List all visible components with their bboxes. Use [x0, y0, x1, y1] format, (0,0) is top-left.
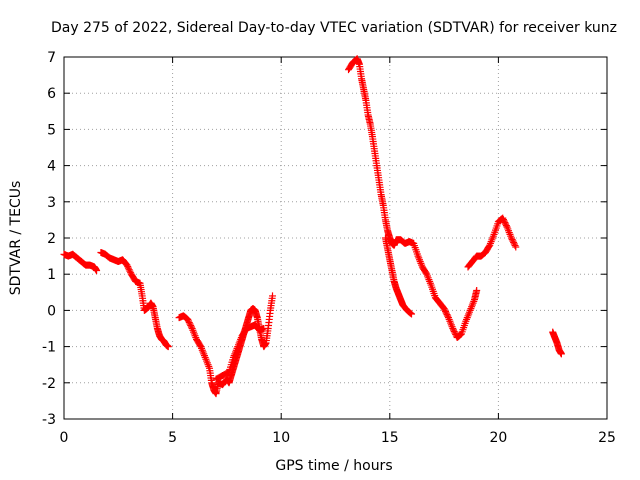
data-point — [509, 237, 517, 245]
data-point — [422, 269, 430, 277]
x-axis-label: GPS time / hours — [275, 458, 392, 474]
x-tick-label: 5 — [168, 430, 177, 446]
y-tick-label: 5 — [47, 122, 56, 138]
data-point — [444, 312, 452, 320]
y-tick-label: 7 — [47, 50, 56, 66]
data-point — [500, 217, 508, 225]
data-point — [449, 325, 457, 332]
data-point — [511, 242, 519, 250]
y-tick-label: 3 — [47, 195, 56, 211]
x-tick-label: 15 — [381, 430, 399, 446]
y-tick-label: -1 — [42, 340, 56, 356]
x-tick-label: 20 — [489, 430, 507, 446]
data-point — [187, 323, 195, 331]
data-point — [164, 343, 172, 351]
data-point — [185, 318, 193, 326]
y-tick-label: 4 — [47, 159, 56, 175]
x-tick-label: 25 — [598, 430, 616, 446]
data-point — [187, 321, 195, 329]
data-point — [473, 286, 481, 294]
data-point — [269, 292, 277, 300]
chart-title: Day 275 of 2022, Sidereal Day-to-day VTE… — [51, 20, 617, 36]
y-tick-label: 2 — [47, 231, 56, 247]
grid-lines — [64, 57, 607, 419]
x-tick-label: 10 — [272, 430, 290, 446]
data-point — [502, 222, 510, 230]
x-tick-label: 0 — [60, 430, 69, 446]
data-point — [406, 309, 414, 317]
data-point — [125, 266, 133, 274]
data-point — [499, 214, 507, 222]
data-point — [186, 320, 194, 328]
data-point — [440, 305, 448, 313]
data-point — [507, 234, 515, 242]
data-point — [126, 267, 134, 275]
data-point — [442, 309, 450, 317]
data-point — [510, 239, 518, 247]
data-point — [408, 310, 416, 318]
data-point — [442, 308, 450, 316]
data-point — [450, 326, 458, 334]
y-tick-label: 0 — [47, 303, 56, 319]
data-point — [441, 306, 449, 314]
data-point — [260, 325, 268, 332]
data-point — [407, 309, 415, 317]
y-axis-label: SDTVAR / TECUs — [8, 181, 24, 296]
data-point — [124, 264, 132, 272]
data-points — [60, 55, 565, 398]
axis-ticks: 0 5 10 15 20 25 -3 -2 -1 0 1 2 3 4 5 6 7 — [42, 50, 616, 446]
data-point — [508, 236, 516, 244]
data-point — [512, 243, 520, 251]
y-tick-label: -3 — [42, 412, 56, 428]
plot-frame — [63, 56, 608, 420]
data-point — [485, 242, 493, 250]
data-point — [499, 216, 507, 224]
data-point — [185, 317, 193, 325]
data-point — [196, 341, 204, 349]
y-tick-label: -2 — [42, 376, 56, 392]
data-point — [510, 240, 518, 248]
data-point — [124, 263, 132, 271]
data-point — [450, 328, 458, 336]
data-point — [451, 329, 459, 337]
data-point — [501, 219, 509, 227]
data-point — [443, 311, 451, 319]
y-tick-label: 1 — [47, 267, 56, 283]
y-tick-label: 6 — [47, 86, 56, 102]
data-point — [557, 350, 565, 358]
data-point — [123, 261, 131, 269]
data-point — [93, 267, 101, 275]
data-point — [502, 220, 510, 228]
data-point — [184, 315, 192, 323]
